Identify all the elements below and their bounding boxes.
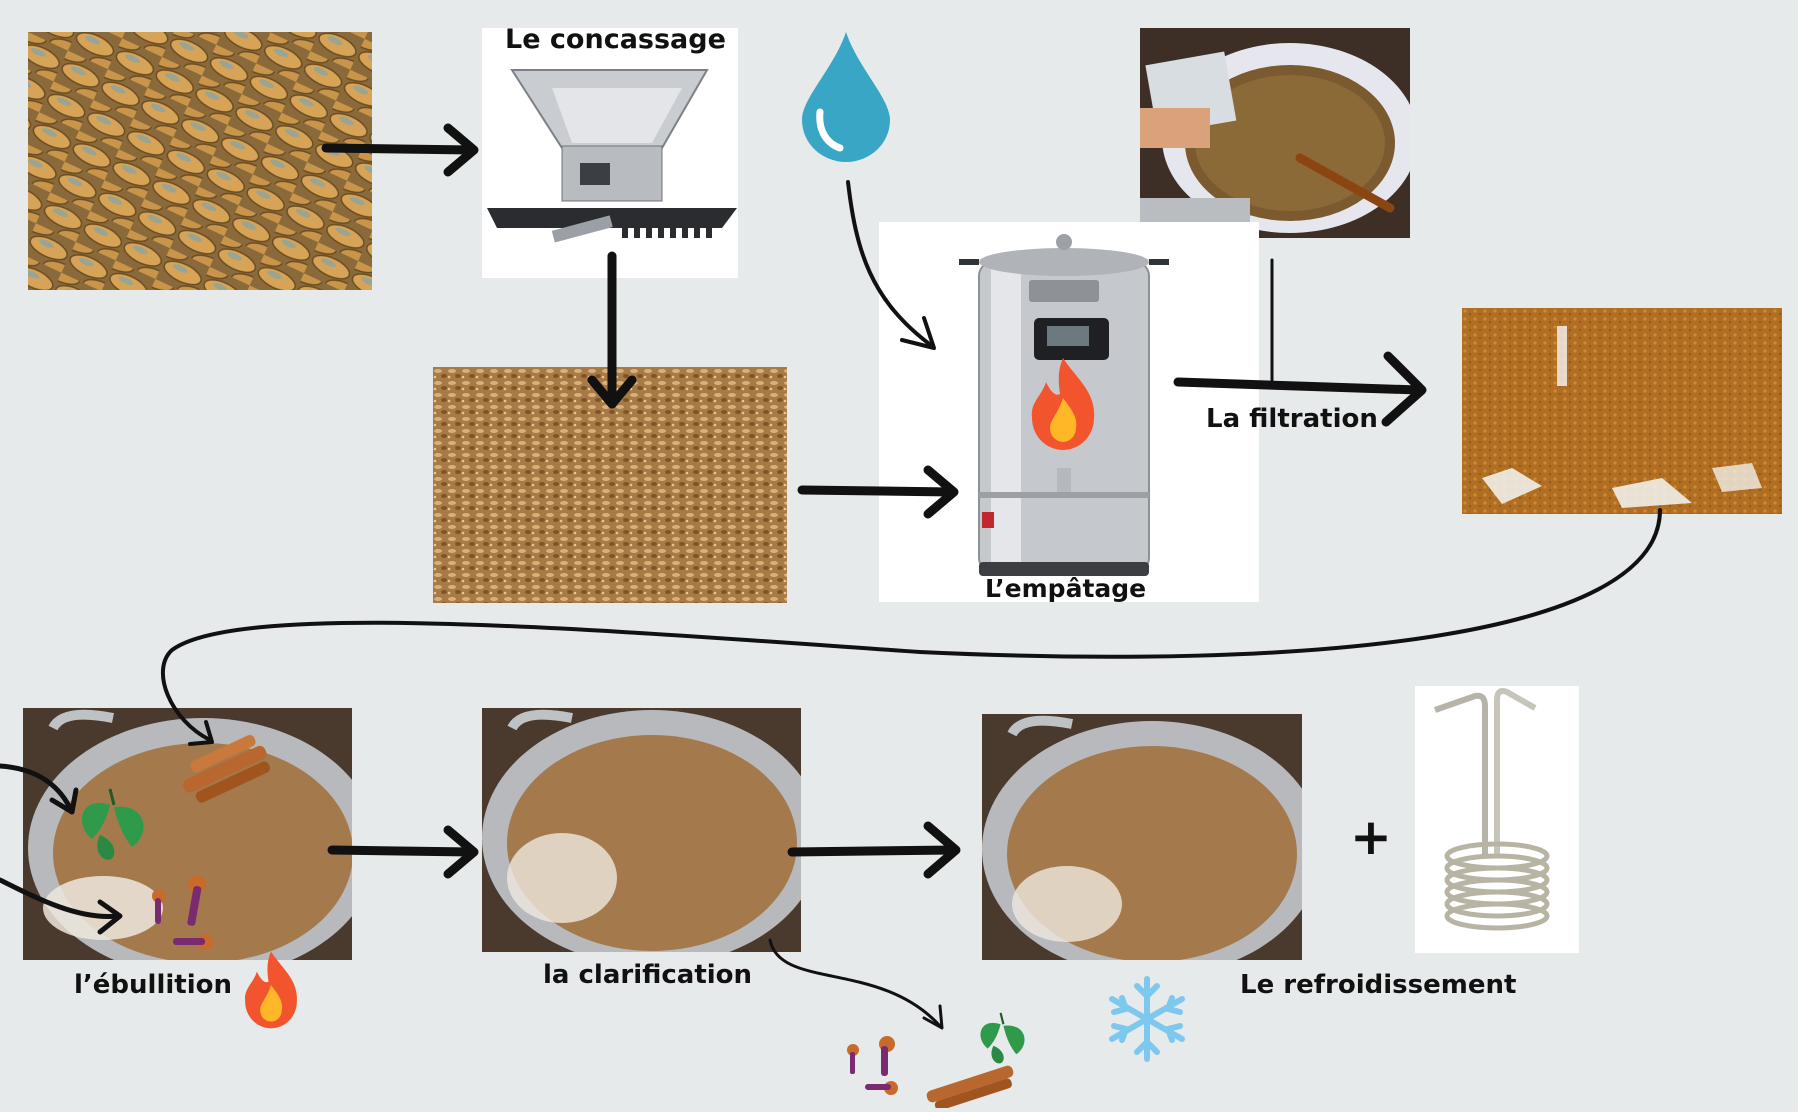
step-label-boiling: l’ébullition	[74, 970, 232, 1000]
filtered-wort-image	[1462, 308, 1782, 514]
step-label-crushing: Le concassage	[505, 24, 726, 55]
step-label-filtration: La filtration	[1206, 404, 1378, 434]
cinnamon-icon-removed	[920, 1060, 1020, 1112]
hops-icon-boiling	[70, 785, 154, 873]
arrow-barley-to-mill	[321, 143, 477, 155]
cinnamon-icon-boiling	[176, 732, 276, 816]
arrow-into-boiling-top	[0, 763, 73, 811]
grain-mill-image	[487, 69, 737, 243]
snowflake-icon	[1102, 974, 1192, 1068]
plus-sign: +	[1350, 808, 1392, 866]
arrow-spices-removed	[768, 938, 942, 1028]
cooling-pot-image	[982, 714, 1302, 960]
boiling-pot-image	[23, 708, 352, 960]
mash-bucket-image	[1140, 28, 1410, 238]
arrow-wort-to-boiling	[161, 508, 1662, 742]
arrow-water-to-kettle	[846, 180, 934, 348]
grain-mill-card	[482, 28, 738, 278]
fire-icon-boiling	[240, 950, 302, 1034]
arrow-into-boiling-bottom	[0, 877, 121, 920]
clarification-pot-image	[482, 708, 801, 952]
step-label-cooling: Le refroidissement	[1240, 970, 1517, 1000]
arrow-crushed-to-kettle	[797, 485, 957, 497]
arrow-filtration	[1173, 377, 1423, 395]
step-label-clarification: la clarification	[543, 960, 753, 990]
water-drop-icon	[798, 28, 894, 168]
barley-grains-image	[28, 32, 372, 290]
fire-icon	[1028, 356, 1098, 456]
arrow-clarification-to-cooling	[787, 845, 959, 857]
cloves-icon-removed	[845, 1032, 915, 1106]
wort-chiller-card	[1415, 686, 1579, 953]
cloves-icon-boiling	[145, 872, 225, 962]
arrow-boiling-to-clarification	[327, 845, 477, 857]
hops-icon-removed	[972, 1010, 1032, 1074]
step-label-mashing: L’empâtage	[985, 574, 1147, 603]
wort-chiller-image	[1434, 688, 1550, 931]
